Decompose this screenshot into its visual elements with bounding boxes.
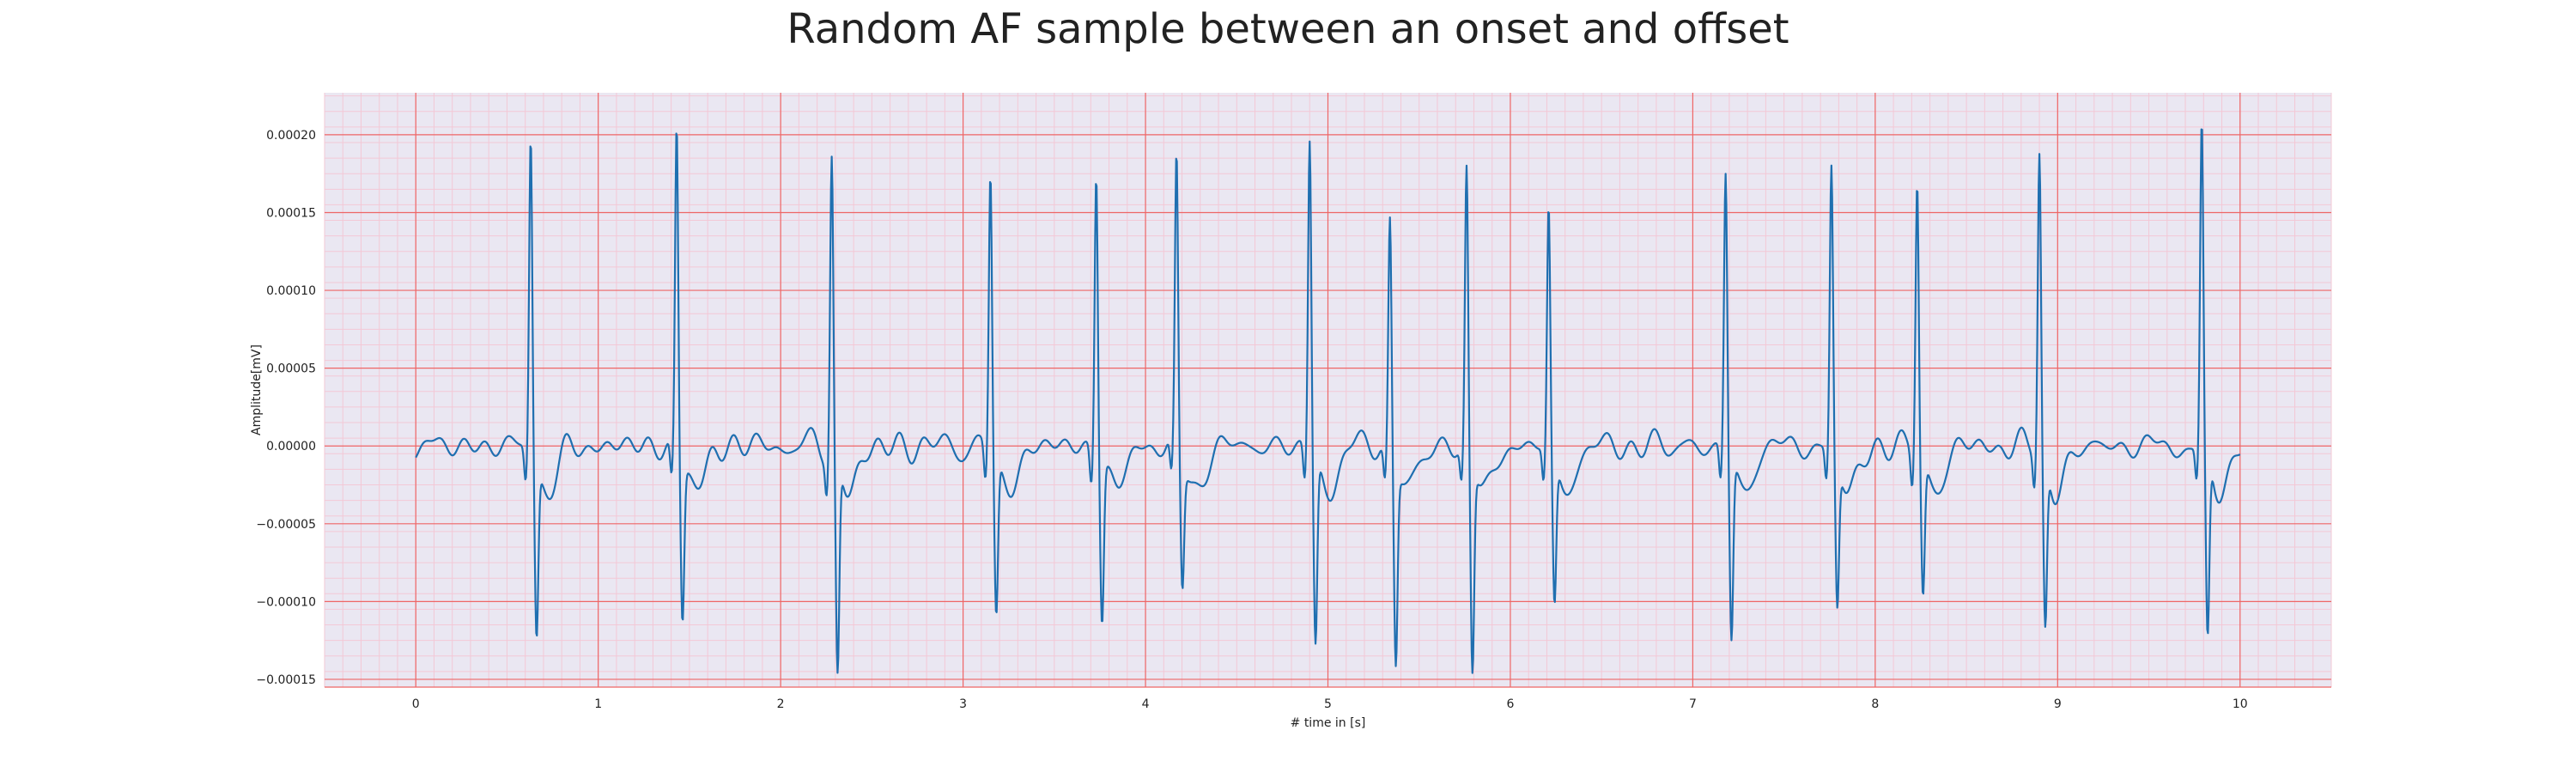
x-tick-label: 0 (412, 697, 420, 711)
y-tick-label: 0.00000 (266, 440, 316, 453)
x-axis-ticks: 0 1 2 3 4 5 6 7 8 9 10 (412, 697, 2248, 711)
y-tick-label: 0.00020 (266, 129, 316, 143)
x-tick-label: 8 (1871, 697, 1879, 711)
x-tick-label: 2 (777, 697, 785, 711)
x-tick-label: 10 (2233, 697, 2248, 711)
y-tick-label: 0.00010 (266, 284, 316, 298)
x-tick-label: 6 (1506, 697, 1514, 711)
chart-title: Random AF sample between an onset and of… (787, 5, 1789, 53)
x-tick-label: 5 (1324, 697, 1332, 711)
x-tick-label: 4 (1142, 697, 1150, 711)
y-axis-ticks: −0.00015 −0.00010 −0.00005 0.00000 0.00005 0.… (256, 129, 316, 687)
x-tick-label: 7 (1689, 697, 1697, 711)
y-tick-label: −0.00015 (256, 673, 316, 687)
signal-line (415, 128, 2241, 674)
y-tick-label: 0.00005 (266, 362, 316, 376)
y-tick-label: −0.00005 (256, 518, 316, 532)
y-tick-label: 0.00015 (266, 206, 316, 220)
x-tick-label: 3 (959, 697, 967, 711)
x-axis-label: # time in [s] (1291, 716, 1366, 730)
x-tick-label: 1 (594, 697, 602, 711)
y-tick-label: −0.00010 (256, 595, 316, 609)
y-axis-label: Amplitude[mV] (250, 344, 264, 435)
x-tick-label: 9 (2054, 697, 2062, 711)
